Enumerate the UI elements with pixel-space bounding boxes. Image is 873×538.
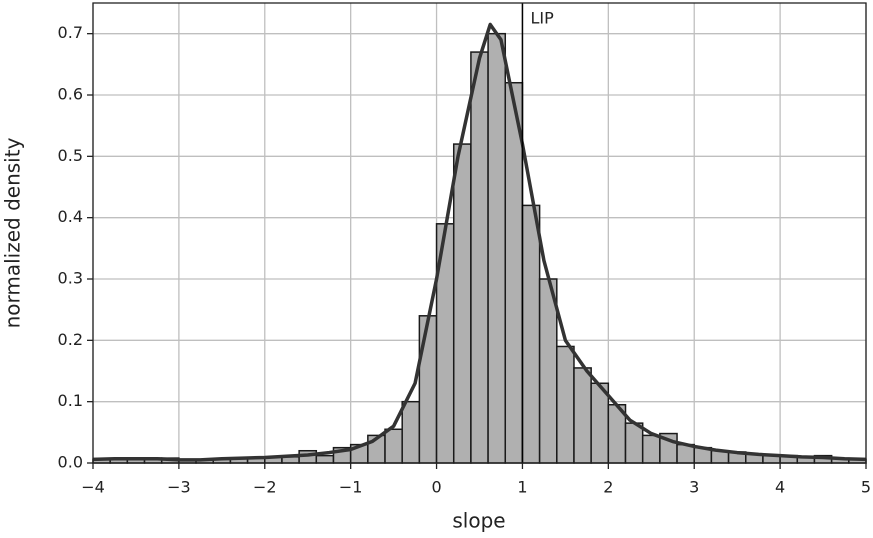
y-tick-label: 0.2 — [58, 330, 83, 349]
x-tick-label: 1 — [517, 478, 527, 497]
kde-line — [92, 22, 867, 462]
y-tick-label: 0.5 — [58, 146, 83, 165]
x-tick-label: −3 — [167, 478, 191, 497]
reference-label: LIP — [530, 9, 554, 28]
bar — [452, 143, 472, 464]
y-tick-label: 0.0 — [58, 453, 83, 472]
bar — [470, 51, 489, 464]
x-tick-label: 5 — [861, 478, 871, 497]
x-tick-label: 2 — [603, 478, 613, 497]
bar — [487, 32, 507, 464]
y-tick-label: 0.4 — [58, 207, 83, 226]
bar — [538, 278, 558, 464]
y-tick-label: 0.1 — [58, 391, 83, 410]
x-tick-label: −4 — [81, 478, 105, 497]
bar — [401, 400, 421, 464]
y-tick-label: 0.6 — [58, 85, 83, 104]
x-tick-label: 0 — [431, 478, 441, 497]
bar — [556, 345, 575, 464]
bar — [315, 454, 335, 464]
bar — [624, 422, 644, 464]
bar — [573, 367, 592, 464]
y-axis-label: normalized density — [1, 137, 25, 328]
x-axis-label: slope — [452, 509, 505, 533]
bar — [384, 428, 403, 464]
bar — [418, 315, 438, 464]
plot-frame — [92, 2, 867, 464]
x-tick-label: 3 — [689, 478, 699, 497]
y-tick-label: 0.7 — [58, 23, 83, 42]
bar — [641, 434, 661, 464]
x-tick-label: 4 — [775, 478, 785, 497]
x-tick-label: −2 — [253, 478, 277, 497]
x-tick-label: −1 — [339, 478, 363, 497]
y-tick-label: 0.3 — [58, 269, 83, 288]
bar — [521, 204, 541, 464]
